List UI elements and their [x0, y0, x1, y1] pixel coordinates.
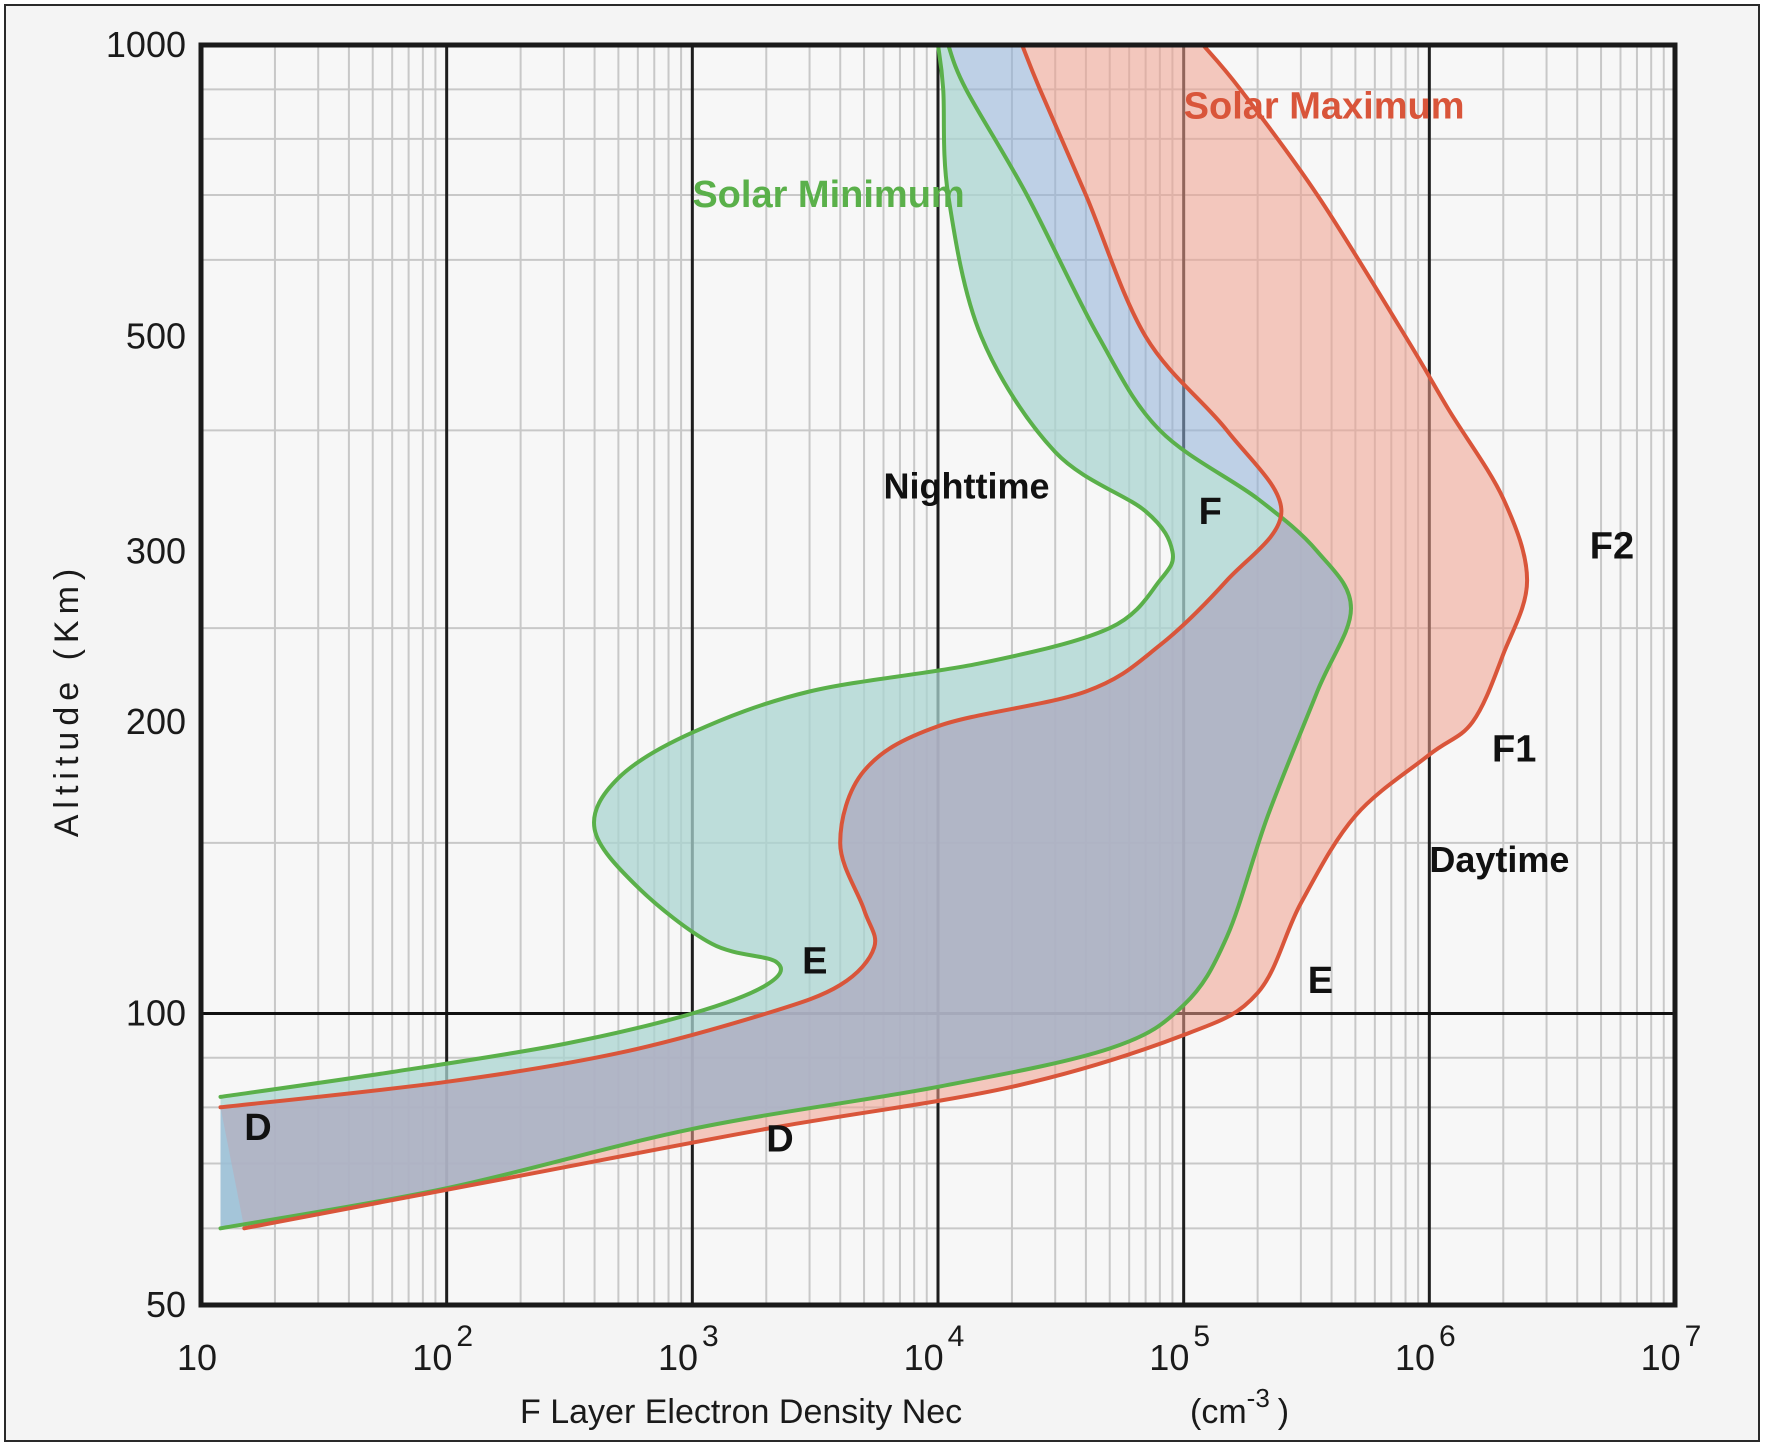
- annotation-nighttime: Nighttime: [883, 466, 1049, 507]
- y-tick-label: 100: [126, 992, 186, 1033]
- annotation-d-left: D: [244, 1107, 271, 1149]
- annotation-solar-minimum: Solar Minimum: [692, 174, 964, 216]
- solar-maximum-day-curve: [242, 43, 1530, 1231]
- solar-minimum-day-curve: [218, 43, 1353, 1231]
- solar-maximum-night-curve: [218, 43, 1284, 1110]
- x-axis-unit: (cm-3): [1190, 1383, 1289, 1431]
- x-tick-base: 10: [412, 1337, 452, 1378]
- x-axis-unit-close: ): [1278, 1393, 1289, 1431]
- x-tick-exponent: 5: [1193, 1320, 1210, 1353]
- x-tick-exponent: 7: [1685, 1320, 1702, 1353]
- y-tick-label: 300: [126, 530, 186, 571]
- annotation-e-day: E: [1308, 960, 1333, 1002]
- x-tick-label: 107: [1641, 1320, 1702, 1378]
- layer-fills: [220, 45, 1528, 1229]
- y-tick-label: 1000: [106, 24, 186, 65]
- x-axis-unit-base: (cm: [1190, 1393, 1247, 1431]
- annotation-e-night: E: [802, 940, 827, 982]
- annotation-f1: F1: [1492, 729, 1536, 771]
- x-tick-base: 10: [1641, 1337, 1681, 1378]
- x-tick-exponent: 3: [702, 1320, 719, 1353]
- density-curves: [218, 43, 1530, 1231]
- y-tick-label: 200: [126, 701, 186, 742]
- plot-border: [198, 42, 1678, 1308]
- y-tick-label: 50: [146, 1284, 186, 1325]
- x-tick-label: 106: [1395, 1320, 1456, 1378]
- annotation-f2: F2: [1590, 525, 1634, 567]
- x-tick-label: 105: [1149, 1320, 1210, 1378]
- y-axis-title: Altitude (Km): [48, 563, 86, 838]
- x-tick-label: 10: [177, 1337, 217, 1378]
- overlap-band: [220, 45, 1351, 1229]
- annotation-daytime: Daytime: [1429, 839, 1569, 880]
- x-tick-base: 10: [177, 1337, 217, 1378]
- x-tick-exponent: 4: [948, 1320, 965, 1353]
- x-tick-base: 10: [904, 1337, 944, 1378]
- x-tick-label: 102: [412, 1320, 473, 1378]
- y-tick-labels: 50 100 200 300 500 1000: [106, 24, 186, 1325]
- x-tick-exponent: 2: [456, 1320, 473, 1353]
- solar-minimum-night-curve: [218, 43, 1175, 1099]
- y-tick-label: 500: [126, 316, 186, 357]
- annotations: Solar Maximum Solar Minimum Nighttime Dayti…: [244, 85, 1634, 1160]
- annotation-d-mid: D: [766, 1119, 793, 1161]
- x-axis-unit-exp: -3: [1247, 1383, 1270, 1413]
- x-tick-base: 10: [1395, 1337, 1435, 1378]
- x-tick-base: 10: [658, 1337, 698, 1378]
- x-tick-base: 10: [1149, 1337, 1189, 1378]
- annotation-solar-maximum: Solar Maximum: [1184, 85, 1465, 127]
- x-tick-label: 103: [658, 1320, 719, 1378]
- x-tick-label: 104: [904, 1320, 965, 1378]
- x-axis-title: F Layer Electron Density Nec: [520, 1393, 962, 1431]
- annotation-f: F: [1199, 491, 1222, 533]
- x-axis-title-main: F Layer Electron Density Nec: [520, 1393, 962, 1431]
- x-tick-exponent: 6: [1439, 1320, 1456, 1353]
